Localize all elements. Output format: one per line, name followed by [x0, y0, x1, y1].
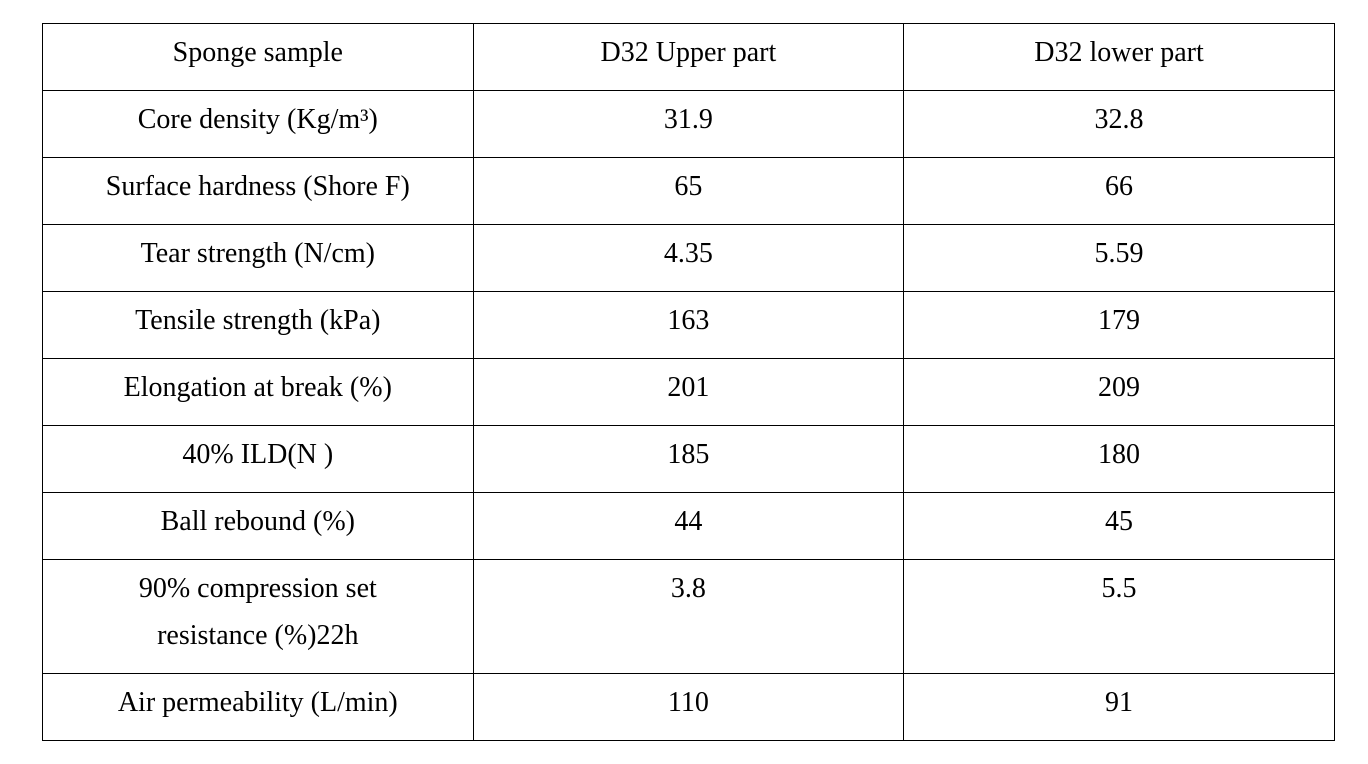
data-row: 40% ILD(N ) 185 180	[42, 425, 1335, 493]
data-row: Surface hardness (Shore F) 65 66	[42, 157, 1335, 225]
row-label: 40% ILD(N )	[42, 425, 474, 493]
cell: 45	[903, 492, 1335, 560]
cell: 91	[903, 673, 1335, 741]
cell: 3.8	[472, 559, 905, 674]
data-row: Core density (Kg/m³) 31.9 32.8	[42, 90, 1335, 158]
header-row: Sponge sample D32 Upper part D32 lower par…	[42, 23, 1335, 91]
data-row: Air permeability (L/min) 110 91	[42, 673, 1335, 741]
row-label: 90% compression set resistance (%)22h	[42, 559, 474, 674]
data-row: Ball rebound (%) 44 45	[42, 492, 1335, 560]
data-row: Elongation at break (%) 201 209	[42, 358, 1335, 426]
row-label: Elongation at break (%)	[42, 358, 474, 426]
cell: 180	[903, 425, 1335, 493]
cell: 209	[903, 358, 1335, 426]
cell: 44	[472, 492, 905, 560]
cell: 65	[472, 157, 905, 225]
row-label: Surface hardness (Shore F)	[42, 157, 474, 225]
row-label: Tensile strength (kPa)	[42, 291, 474, 359]
row-label: Ball rebound (%)	[42, 492, 474, 560]
cell: 179	[903, 291, 1335, 359]
cell: 5.59	[903, 224, 1335, 292]
cell: 66	[903, 157, 1335, 225]
cell: 201	[472, 358, 905, 426]
data-row: Tensile strength (kPa) 163 179	[42, 291, 1335, 359]
row-label: Air permeability (L/min)	[42, 673, 474, 741]
cell: D32 Upper part	[472, 23, 905, 91]
cell: 110	[472, 673, 905, 741]
property-table: Sponge sample D32 Upper part D32 lower par…	[42, 23, 1335, 741]
cell: 185	[472, 425, 905, 493]
cell: 32.8	[903, 90, 1335, 158]
cell: 31.9	[472, 90, 905, 158]
row-label: Sponge sample	[42, 23, 474, 91]
row-label: Core density (Kg/m³)	[42, 90, 474, 158]
table-body: Sponge sample D32 Upper part D32 lower par…	[42, 23, 1335, 741]
cell: 5.5	[903, 559, 1335, 674]
row-label: Tear strength (N/cm)	[42, 224, 474, 292]
cell: 4.35	[472, 224, 905, 292]
data-row: Tear strength (N/cm) 4.35 5.59	[42, 224, 1335, 292]
cell: 163	[472, 291, 905, 359]
cell: D32 lower part	[903, 23, 1335, 91]
data-row: 90% compression set resistance (%)22h 3.8…	[42, 559, 1335, 674]
